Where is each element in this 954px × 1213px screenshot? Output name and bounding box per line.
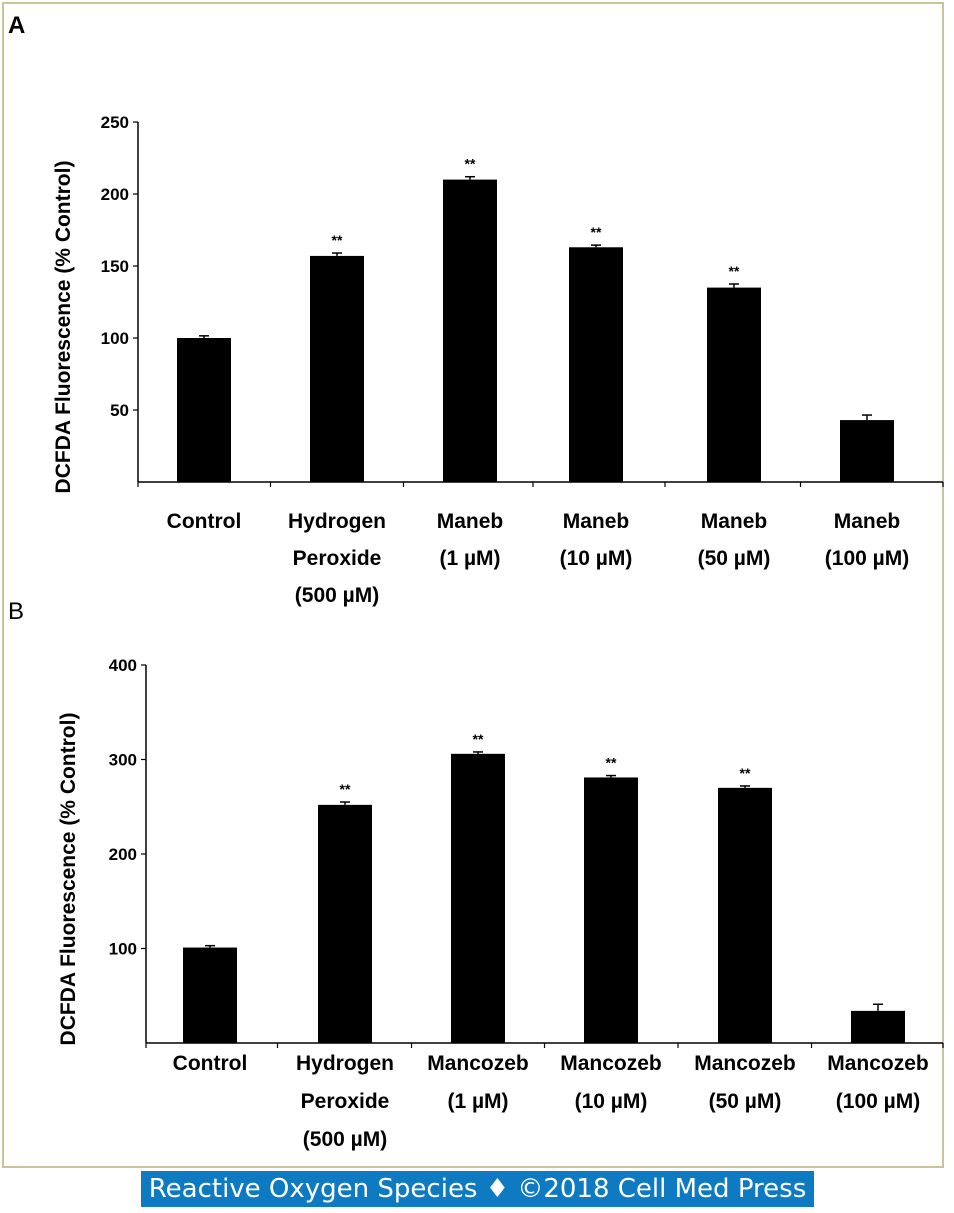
significance-label: ** bbox=[465, 156, 476, 172]
x-category-label: (100 µM) bbox=[836, 1090, 920, 1113]
y-tick-label: 100 bbox=[101, 329, 129, 348]
bar bbox=[569, 247, 623, 482]
x-category-label: (100 µM) bbox=[825, 547, 909, 570]
x-category-label: (1 µM) bbox=[439, 547, 500, 570]
significance-label: ** bbox=[606, 755, 617, 771]
copyright-footer: Reactive Oxygen Species ♦ ©2018 Cell Med… bbox=[141, 1171, 814, 1207]
x-category-label: Maneb bbox=[834, 510, 901, 533]
x-category-label: Peroxide bbox=[293, 547, 382, 570]
chart-panel-a: 50 100 150 200 250 DCFDA Fluorescence (% Cont… bbox=[52, 113, 944, 607]
chart-panel-b: 100 200 300 400 DCFDA Fluorescence (% Contro… bbox=[57, 656, 944, 1151]
significance-label: ** bbox=[332, 232, 343, 248]
bar bbox=[310, 255, 364, 482]
x-category-label: Maneb bbox=[701, 510, 768, 533]
x-category-label: (500 µM) bbox=[303, 1128, 387, 1151]
x-category-label: (50 µM) bbox=[698, 547, 771, 570]
y-tick-label: 200 bbox=[109, 845, 137, 864]
figure-frame bbox=[2, 2, 944, 1168]
y-tick-label: 150 bbox=[101, 257, 129, 276]
x-category-label: Mancozeb bbox=[827, 1052, 929, 1075]
panel-label-b: B bbox=[8, 598, 25, 625]
significance-label: ** bbox=[591, 224, 602, 240]
bar bbox=[584, 777, 638, 1043]
x-category-label: (50 µM) bbox=[709, 1090, 782, 1113]
bar bbox=[451, 753, 505, 1043]
bar bbox=[318, 804, 372, 1043]
x-category-label: (500 µM) bbox=[295, 584, 379, 607]
y-tick-label: 250 bbox=[101, 113, 129, 132]
bar bbox=[840, 420, 894, 482]
y-tick-label: 50 bbox=[110, 401, 129, 420]
x-category-label: (10 µM) bbox=[560, 547, 633, 570]
x-category-label: Mancozeb bbox=[694, 1052, 796, 1075]
x-category-label: Maneb bbox=[437, 510, 504, 533]
y-tick-label: 300 bbox=[109, 751, 137, 770]
x-category-label: Control bbox=[173, 1052, 248, 1075]
y-tick-label: 100 bbox=[109, 940, 137, 959]
x-category-label: (10 µM) bbox=[575, 1090, 648, 1113]
x-category-label: (1 µM) bbox=[447, 1090, 508, 1113]
y-tick-label: 400 bbox=[109, 656, 137, 675]
y-tick-label: 200 bbox=[101, 185, 129, 204]
significance-label: ** bbox=[340, 781, 351, 797]
significance-label: ** bbox=[473, 731, 484, 747]
bar bbox=[707, 287, 761, 482]
significance-label: ** bbox=[729, 263, 740, 279]
significance-label: ** bbox=[740, 765, 751, 781]
x-category-label: Mancozeb bbox=[560, 1052, 662, 1075]
x-category-label: Hydrogen bbox=[288, 510, 386, 533]
bar bbox=[851, 1010, 905, 1043]
x-category-label: Peroxide bbox=[301, 1090, 390, 1113]
x-category-label: Control bbox=[167, 510, 242, 533]
x-category-label: Maneb bbox=[563, 510, 630, 533]
bar bbox=[177, 338, 231, 482]
panel-label-a: A bbox=[8, 12, 26, 39]
x-category-label: Mancozeb bbox=[427, 1052, 529, 1075]
y-axis-label: DCFDA Fluorescence (% Control) bbox=[57, 713, 80, 1046]
bar bbox=[443, 179, 497, 482]
bar bbox=[718, 787, 772, 1043]
y-axis-label: DCFDA Fluorescence (% Control) bbox=[52, 161, 75, 494]
x-category-label: Hydrogen bbox=[296, 1052, 394, 1075]
bar bbox=[183, 947, 237, 1043]
